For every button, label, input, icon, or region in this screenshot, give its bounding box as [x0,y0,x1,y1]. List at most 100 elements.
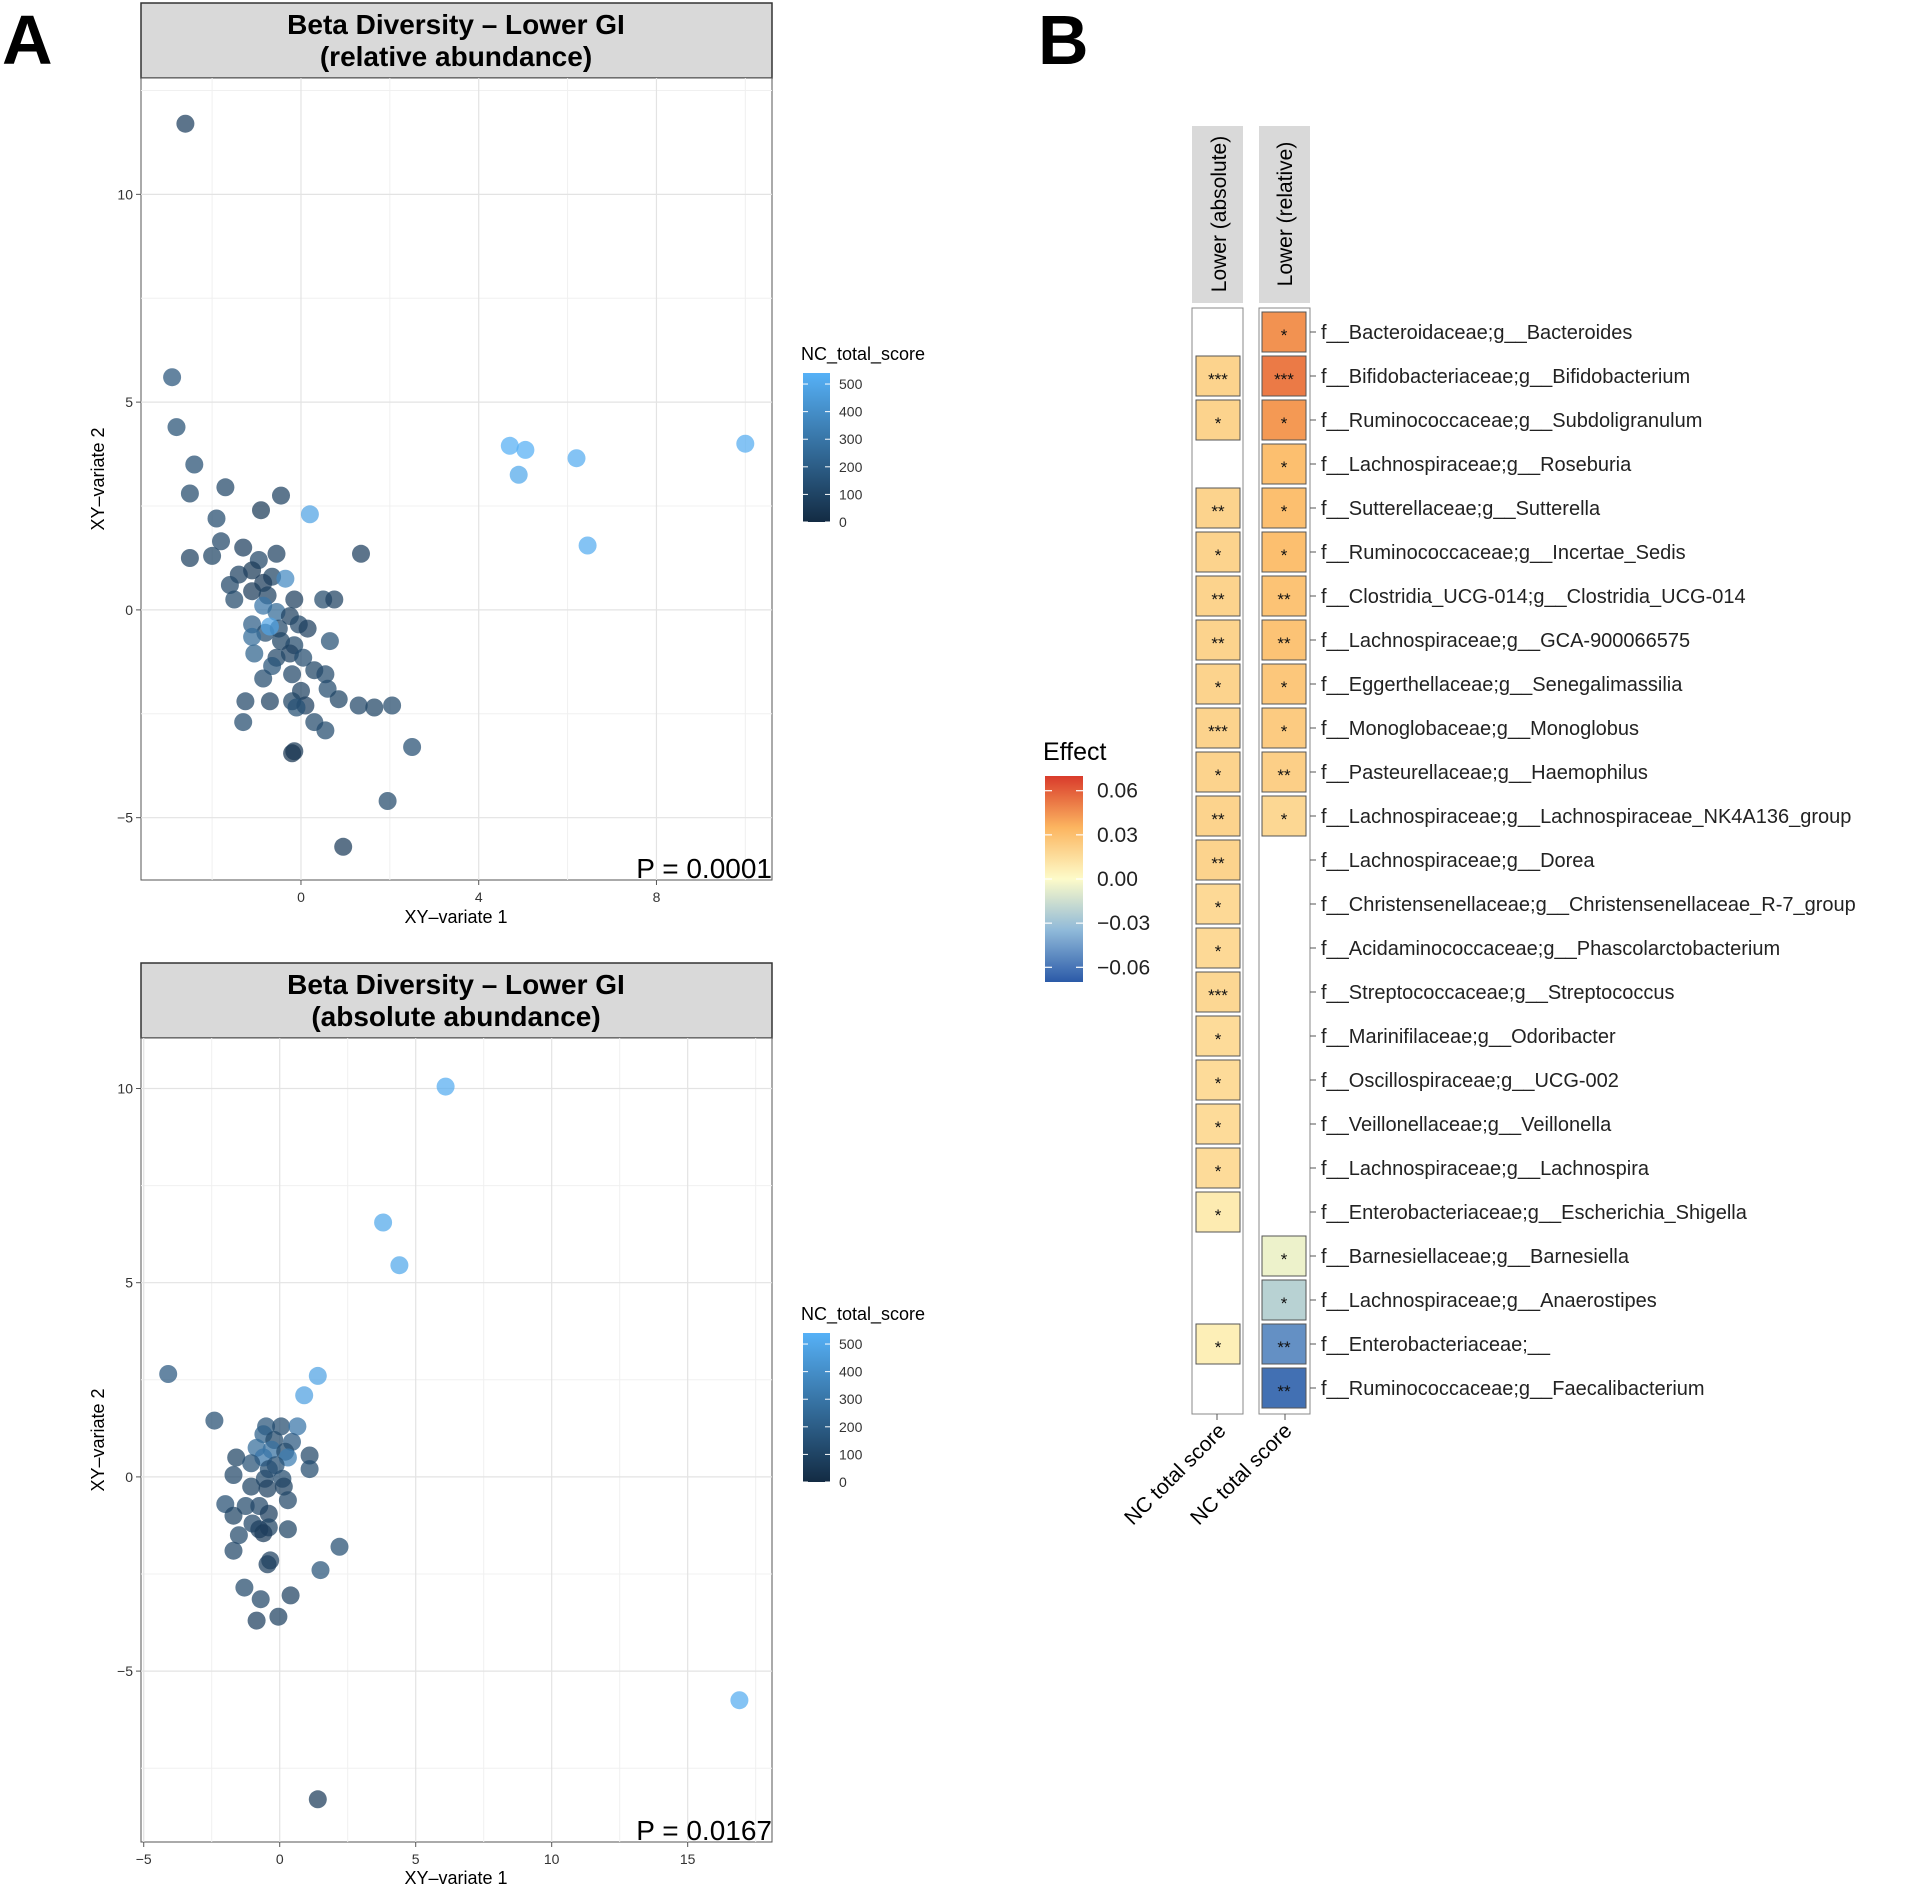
heatmap-cell-absolute [1195,883,1241,925]
scatter-relative-point [267,544,286,563]
heatmap-significance-relative: * [1281,1294,1288,1313]
scatter-absolute-legend-tick-label: 200 [839,1419,863,1435]
heatmap-significance-relative: * [1281,326,1288,345]
heatmap-cell-relative [1261,355,1307,397]
scatter-relative-title-line1: Beta Diversity – Lower GI [287,9,625,40]
scatter-relative-point [180,484,199,503]
heatmap-legend-tick-label: 0.06 [1097,780,1138,803]
scatter-absolute-legend-colorbar [803,1333,830,1482]
scatter-relative-chart: Beta Diversity – Lower GI (relative abun… [88,2,925,927]
scatter-relative-point [509,465,528,484]
scatter-relative-point [365,698,384,717]
scatter-relative-legend-colorbar [803,373,830,522]
scatter-relative-legend-title: NC_total_score [801,344,925,365]
heatmap-row-label: f__Monoglobaceae;g__Monoglobus [1321,718,1639,740]
heatmap-row-label: f__Lachnospiraceae;g__GCA-900066575 [1321,630,1690,652]
scatter-absolute-point [224,1506,243,1525]
heatmap-significance-absolute: ** [1211,502,1225,521]
scatter-absolute-point [281,1586,300,1605]
heatmap-cell-relative [1261,311,1307,353]
scatter-absolute-legend: NC_total_score 500 400 300 200 100 0 [801,1304,925,1490]
scatter-relative-point [578,536,597,555]
scatter-relative-point [316,665,335,684]
heatmap-cell-absolute [1195,399,1241,441]
heatmap-cell-absolute [1195,707,1241,749]
scatter-relative-point [272,486,290,505]
scatter-relative-point [294,648,313,667]
heatmap-significance-absolute: * [1215,1030,1222,1049]
scatter-absolute-legend-title: NC_total_score [801,1304,925,1325]
heatmap-row-label: f__Eggerthellaceae;g__Senegalimassilia [1321,674,1683,696]
scatter-absolute-point [300,1446,319,1465]
heatmap-significance-absolute: * [1215,1162,1222,1181]
heatmap-cell-relative [1261,399,1307,441]
scatter-absolute-y-axis-label: XY–variate 2 [88,1388,108,1491]
scatter-relative-point [316,721,335,740]
heatmap-legend-title: Effect [1043,738,1107,766]
scatter-relative-y-tick-label: −5 [117,810,133,826]
scatter-relative-point [260,617,279,636]
heatmap-significance-absolute: * [1215,546,1222,565]
scatter-absolute-point [229,1526,248,1545]
heatmap-significance-absolute: * [1215,898,1222,917]
scatter-relative-point [212,532,230,551]
heatmap-cell-absolute [1195,1059,1241,1101]
heatmap-chart: Effect 0.06 0.03 0.00 −0.03 −0.06 Lower (abs… [1043,126,1856,1530]
scatter-absolute-point [330,1537,349,1556]
heatmap-significance-relative: *** [1274,370,1294,389]
scatter-relative-point [736,434,755,453]
heatmap-facet-strip-relative [1259,126,1310,303]
heatmap-row-label: f__Lachnospiraceae;g__Roseburia [1321,454,1632,476]
heatmap-cell-relative [1261,795,1307,837]
heatmap-significance-absolute: * [1215,678,1222,697]
heatmap-cell-absolute [1195,1015,1241,1057]
heatmap-significance-relative: * [1281,1250,1288,1269]
heatmap-cell-absolute [1195,1147,1241,1189]
scatter-relative-p-value: P = 0.0001 [636,853,772,884]
scatter-relative-point [254,669,273,688]
scatter-absolute-legend-tick-label: 0 [839,1474,847,1490]
scatter-absolute-chart: Beta Diversity – Lower GI (absolute abun… [88,962,925,1888]
heatmap-row-label: f__Ruminococcaceae;g__Subdoligranulum [1321,410,1702,432]
heatmap-significance-absolute: * [1215,942,1222,961]
scatter-relative-y-tick-label: 10 [117,186,133,202]
heatmap-cell-absolute [1195,619,1241,661]
scatter-relative-point [234,713,253,732]
heatmap-cell-relative [1261,707,1307,749]
heatmap-row-label: f__Lachnospiraceae;g__Lachnospiraceae_NK… [1321,806,1851,828]
scatter-relative-legend-tick-label: 0 [839,514,847,530]
scatter-relative-point [298,619,317,638]
heatmap-cell-relative [1261,619,1307,661]
scatter-relative-point [243,627,262,646]
scatter-relative-point [300,505,319,524]
scatter-relative-point [334,837,353,856]
scatter-relative-x-tick-label: 8 [653,889,661,905]
scatter-relative-point [516,440,535,459]
scatter-relative-point [403,738,422,756]
scatter-absolute-legend-tick-label: 500 [839,1336,863,1352]
scatter-relative-legend-tick-label: 100 [839,486,863,502]
heatmap-row-label: f__Oscillospiraceae;g__UCG-002 [1321,1070,1619,1092]
scatter-relative-point [216,478,235,497]
heatmap-significance-relative: * [1281,458,1288,477]
heatmap-significance-absolute: * [1215,1118,1222,1137]
heatmap-cell-absolute [1195,575,1241,617]
heatmap-legend-tick-label: −0.06 [1097,956,1150,979]
scatter-relative-point [243,615,262,634]
scatter-absolute-point [730,1691,749,1710]
heatmap-significance-relative: * [1281,502,1288,521]
scatter-relative-point [236,692,255,711]
scatter-absolute-point [224,1466,243,1484]
heatmap-cell-relative [1261,663,1307,705]
heatmap-cell-absolute [1195,927,1241,969]
scatter-absolute-x-tick-label: 15 [680,1851,696,1867]
heatmap-significance-relative: ** [1277,766,1291,785]
scatter-absolute-point [205,1411,224,1430]
scatter-absolute-x-tick-label: −5 [136,1851,152,1867]
heatmap-row-label: f__Lachnospiraceae;g__Lachnospira [1321,1158,1650,1180]
heatmap-facet-label-relative: Lower (relative) [1274,142,1297,287]
scatter-relative-point [234,538,253,557]
heatmap-bottom-ticks [1216,1414,1286,1420]
scatter-relative-legend-tick-label: 500 [839,376,863,392]
scatter-absolute-point [258,1555,277,1574]
